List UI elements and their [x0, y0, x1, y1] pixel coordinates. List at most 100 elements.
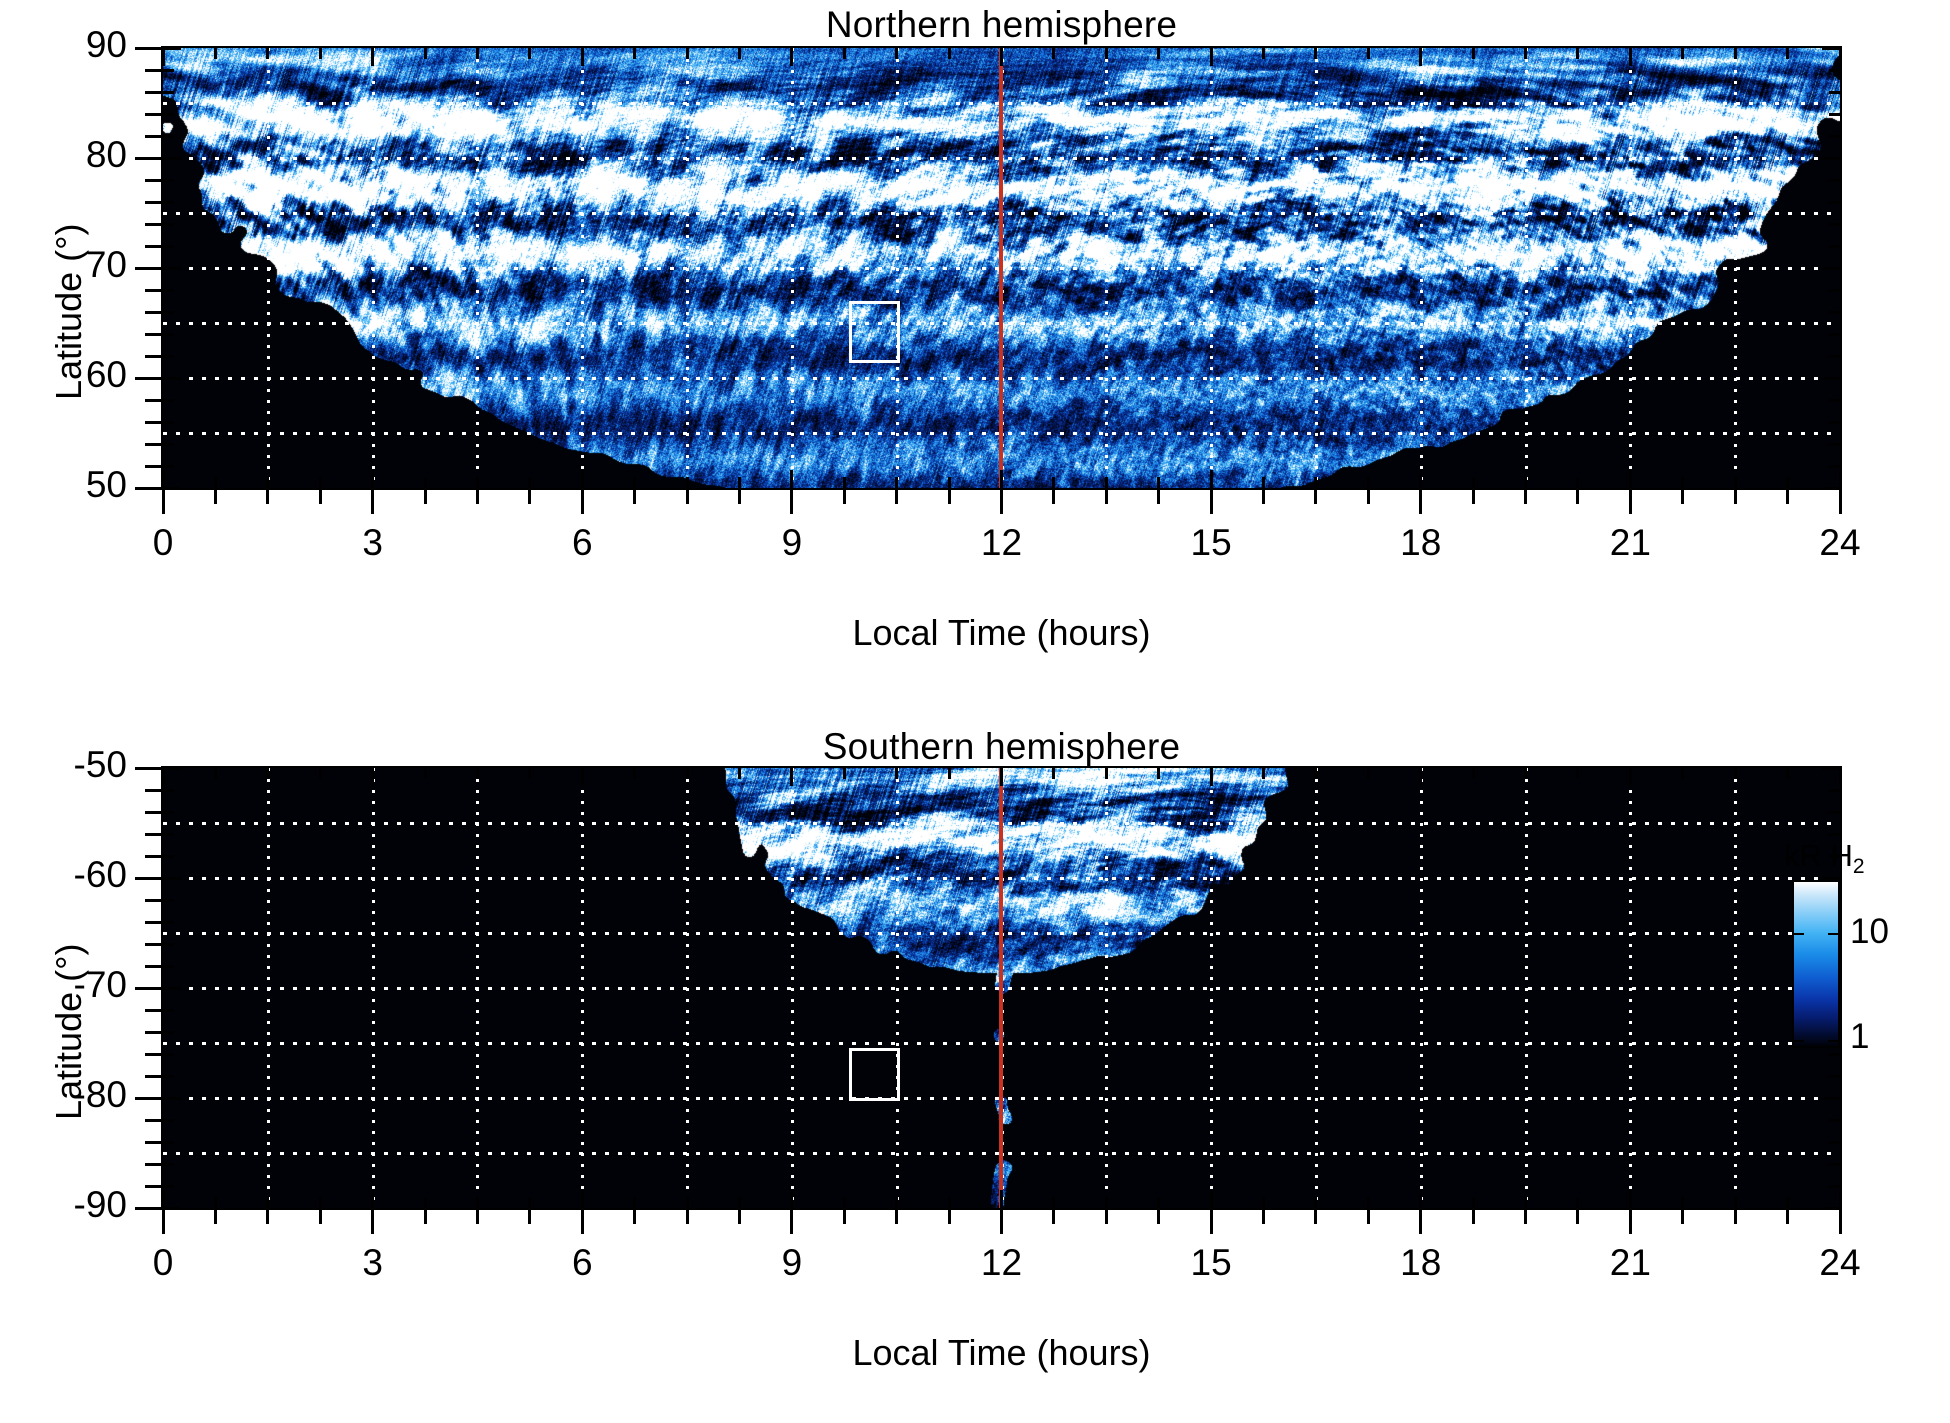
y-tick-major-inner-right	[1822, 266, 1840, 270]
x-tick-minor	[213, 1208, 217, 1224]
x-tick-minor-inner-top	[633, 768, 637, 779]
y-tick-major	[135, 1206, 163, 1210]
y-tick-minor	[145, 222, 163, 226]
southern-highlight-box	[849, 1048, 900, 1101]
x-tick-major-inner-top	[1000, 768, 1003, 786]
x-tick-major-inner-top	[161, 768, 165, 786]
x-tick-label: 0	[152, 1242, 174, 1283]
x-tick-major-inner-top	[1209, 768, 1213, 786]
x-tick-major	[161, 1208, 165, 1234]
x-tick-minor-inner-top	[475, 768, 479, 779]
x-tick-minor-inner-top	[213, 48, 217, 59]
x-tick-label: 21	[1609, 1242, 1651, 1283]
y-tick-minor-inner-right	[1829, 398, 1840, 402]
y-tick-minor-inner	[163, 178, 174, 182]
x-tick-minor-inner-top	[1314, 768, 1318, 779]
x-tick-minor-inner	[423, 1197, 427, 1208]
x-tick-minor	[842, 1208, 846, 1224]
southern-ylabel: Latitude (°)	[48, 943, 89, 1120]
x-tick-label: 18	[1400, 1242, 1442, 1283]
x-tick-major	[580, 488, 584, 514]
y-tick-minor-inner	[163, 920, 174, 924]
x-tick-minor-inner	[1314, 477, 1318, 488]
x-tick-major-inner	[580, 470, 584, 488]
x-tick-minor-inner	[1314, 1197, 1318, 1208]
x-tick-minor-inner-top	[1733, 48, 1737, 59]
x-tick-minor-inner-top	[266, 768, 270, 779]
x-tick-minor-inner	[1524, 477, 1528, 488]
x-tick-minor-inner	[1104, 477, 1108, 488]
y-tick-minor	[145, 1118, 163, 1122]
x-tick-minor-inner	[266, 477, 270, 488]
x-tick-minor	[1157, 1208, 1161, 1224]
y-tick-minor	[145, 134, 163, 138]
x-tick-minor	[947, 1208, 951, 1224]
x-tick-minor-inner-top	[528, 48, 532, 59]
x-tick-minor-inner-top	[266, 48, 270, 59]
y-tick-minor-inner-right	[1829, 178, 1840, 182]
y-tick-minor-inner-right	[1829, 810, 1840, 814]
x-tick-minor	[1786, 488, 1790, 504]
northern-panel-title: Northern hemisphere	[825, 4, 1178, 45]
x-tick-minor-inner-top	[318, 48, 322, 59]
x-tick-major	[1628, 1208, 1632, 1234]
x-tick-minor-inner-top	[1104, 48, 1108, 59]
x-tick-minor	[423, 488, 427, 504]
y-tick-label: -60	[73, 854, 127, 895]
x-tick-minor-inner-top	[1786, 768, 1790, 779]
y-tick-minor	[145, 200, 163, 204]
x-tick-minor	[685, 488, 689, 504]
x-tick-major-inner	[1838, 470, 1842, 488]
x-tick-minor-inner	[633, 1197, 637, 1208]
x-tick-major	[161, 488, 165, 514]
y-tick-minor	[145, 464, 163, 468]
y-tick-minor	[145, 1140, 163, 1144]
x-tick-major	[1419, 1208, 1423, 1234]
x-tick-minor	[947, 488, 951, 504]
y-tick-major-inner-right	[1822, 156, 1840, 160]
x-tick-minor-inner	[318, 1197, 322, 1208]
y-tick-major-inner-right	[1822, 376, 1840, 380]
x-tick-major-inner-top	[580, 48, 584, 66]
y-tick-minor	[145, 920, 163, 924]
y-tick-minor	[145, 398, 163, 402]
y-tick-minor-inner	[163, 90, 174, 94]
x-tick-minor-inner	[528, 1197, 532, 1208]
y-tick-minor	[145, 332, 163, 336]
x-tick-major-inner	[1419, 470, 1423, 488]
y-tick-minor	[145, 788, 163, 792]
y-tick-minor-inner	[163, 244, 174, 248]
northern-heatmap	[163, 48, 1840, 488]
colorbar-tick-10-right	[1828, 933, 1840, 935]
colorbar-tick-1-right	[1828, 1040, 1840, 1042]
x-tick-minor-inner	[1471, 477, 1475, 488]
y-tick-major-inner	[163, 1096, 181, 1100]
y-tick-minor-inner	[163, 832, 174, 836]
x-tick-minor-inner-top	[737, 768, 741, 779]
y-tick-minor	[145, 90, 163, 94]
x-tick-minor-inner-top	[1786, 48, 1790, 59]
x-tick-major-inner-top	[1838, 48, 1842, 66]
x-tick-major-inner	[161, 470, 165, 488]
x-tick-minor	[318, 1208, 322, 1224]
x-tick-major-inner	[1000, 470, 1003, 488]
x-tick-minor	[1576, 1208, 1580, 1224]
x-tick-major-inner	[1209, 1190, 1213, 1208]
x-tick-label: 3	[362, 1242, 383, 1283]
x-tick-minor	[266, 488, 270, 504]
y-tick-major	[135, 1096, 163, 1100]
y-tick-minor-inner	[163, 942, 174, 946]
x-tick-minor-inner-top	[633, 48, 637, 59]
y-tick-major-inner	[163, 486, 181, 490]
y-tick-minor	[145, 354, 163, 358]
y-tick-major-inner	[163, 1206, 181, 1210]
y-tick-minor-inner-right	[1829, 134, 1840, 138]
x-tick-major-inner	[1838, 1190, 1842, 1208]
x-tick-minor-inner-top	[1366, 768, 1370, 779]
x-tick-major-inner	[371, 470, 375, 488]
x-tick-minor-inner	[1052, 1197, 1056, 1208]
x-tick-minor	[895, 488, 899, 504]
y-tick-major-inner	[163, 986, 181, 990]
southern-heatmap	[163, 768, 1840, 1208]
colorbar-tick-label-1: 1	[1850, 1017, 1870, 1056]
